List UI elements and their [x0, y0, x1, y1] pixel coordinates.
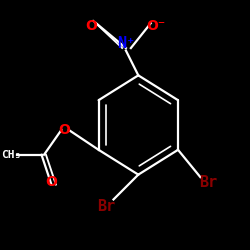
Text: O: O — [85, 19, 97, 33]
Text: O⁻: O⁻ — [146, 19, 165, 33]
Text: O: O — [46, 175, 58, 189]
Text: O: O — [58, 123, 70, 137]
Text: CH₃: CH₃ — [2, 150, 22, 160]
Text: N⁺: N⁺ — [117, 36, 135, 51]
Text: Br: Br — [199, 174, 217, 190]
Text: Br: Br — [97, 200, 115, 214]
